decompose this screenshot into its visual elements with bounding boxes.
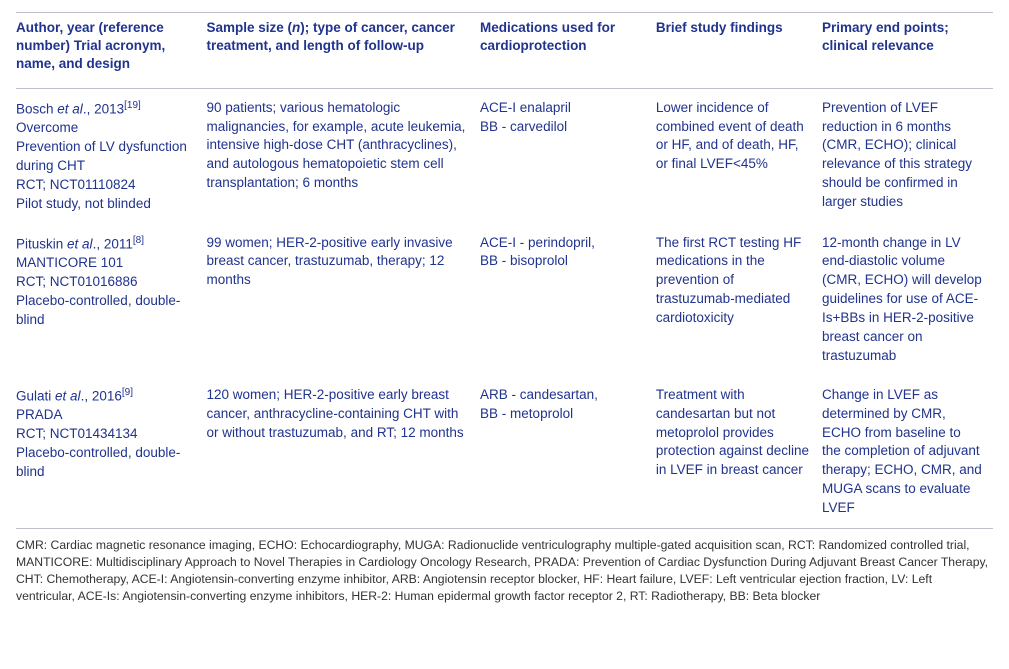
author-etal: et al — [57, 101, 83, 116]
meds-line2: BB - metoprolol — [480, 405, 646, 424]
author-line1: Pituskin et al., 2011[8] — [16, 234, 197, 254]
study-table: Author, year (reference number) Trial ac… — [16, 12, 993, 605]
meds-line2: BB - bisoprolol — [480, 252, 646, 271]
author-pre: Bosch — [16, 101, 57, 116]
cell-author: Gulati et al., 2016[9]PRADARCT; NCT01434… — [16, 376, 207, 529]
author-post: ., 2016 — [81, 388, 122, 403]
author-line4: Placebo-controlled, double-blind — [16, 444, 197, 482]
cell-author: Pituskin et al., 2011[8]MANTICORE 101RCT… — [16, 224, 207, 376]
author-line1: Gulati et al., 2016[9] — [16, 386, 197, 406]
author-line2: Overcome — [16, 119, 197, 138]
cell-author: Bosch et al., 2013[19]OvercomePrevention… — [16, 88, 207, 223]
meds-line2: BB - carvedilol — [480, 118, 646, 137]
cell-meds: ARB - candesartan,BB - metoprolol — [480, 376, 656, 529]
author-line4: RCT; NCT01110824 — [16, 176, 197, 195]
cell-meds: ACE-I - perindopril,BB - bisoprolol — [480, 224, 656, 376]
author-line2: PRADA — [16, 406, 197, 425]
table-row: Gulati et al., 2016[9]PRADARCT; NCT01434… — [16, 376, 993, 529]
col-header-find: Brief study findings — [656, 13, 822, 89]
header-row: Author, year (reference number) Trial ac… — [16, 13, 993, 89]
author-pre: Pituskin — [16, 236, 67, 251]
author-line3: Prevention of LV dysfunction during CHT — [16, 138, 197, 176]
cell-endpoints: Prevention of LVEF reduction in 6 months… — [822, 88, 993, 223]
cell-findings: Lower incidence of combined event of dea… — [656, 88, 822, 223]
cell-findings: The first RCT testing HF medications in … — [656, 224, 822, 376]
table-row: Pituskin et al., 2011[8]MANTICORE 101RCT… — [16, 224, 993, 376]
author-post: ., 2011 — [93, 236, 133, 251]
cell-endpoints: 12-month change in LV end-diastolic volu… — [822, 224, 993, 376]
col-header-end: Primary end points; clinical relevance — [822, 13, 993, 89]
cell-meds: ACE-I enalaprilBB - carvedilol — [480, 88, 656, 223]
cell-endpoints: Change in LVEF as determined by CMR, ECH… — [822, 376, 993, 529]
meds-line1: ACE-I enalapril — [480, 99, 646, 118]
author-line3: RCT; NCT01434134 — [16, 425, 197, 444]
author-line2: MANTICORE 101 — [16, 254, 197, 273]
table-body: Bosch et al., 2013[19]OvercomePrevention… — [16, 88, 993, 528]
author-post: ., 2013 — [83, 101, 124, 116]
author-pre: Gulati — [16, 388, 55, 403]
cell-sample: 90 patients; various hematologic maligna… — [207, 88, 481, 223]
author-line1: Bosch et al., 2013[19] — [16, 99, 197, 119]
author-ref: [19] — [124, 100, 141, 111]
col-header-author: Author, year (reference number) Trial ac… — [16, 13, 207, 89]
meds-line1: ARB - candesartan, — [480, 386, 646, 405]
footnote: CMR: Cardiac magnetic resonance imaging,… — [16, 528, 993, 605]
table-row: Bosch et al., 2013[19]OvercomePrevention… — [16, 88, 993, 223]
cell-sample: 99 women; HER-2-positive early invasive … — [207, 224, 481, 376]
author-ref: [8] — [133, 235, 144, 246]
author-etal: et al — [55, 388, 81, 403]
author-ref: [9] — [122, 387, 133, 398]
meds-line1: ACE-I - perindopril, — [480, 234, 646, 253]
cell-sample: 120 women; HER-2-positive early breast c… — [207, 376, 481, 529]
author-etal: et al — [67, 236, 93, 251]
author-line4: Placebo-controlled, double-blind — [16, 292, 197, 330]
col-header-meds: Medications used for cardioprotection — [480, 13, 656, 89]
author-line5: Pilot study, not blinded — [16, 195, 197, 214]
col-header-sample: Sample size (n); type of cancer, cancer … — [207, 13, 481, 89]
header-sample-text: Sample size (n); type of cancer, cancer … — [207, 20, 455, 53]
cell-findings: Treatment with candesartan but not metop… — [656, 376, 822, 529]
author-line3: RCT; NCT01016886 — [16, 273, 197, 292]
